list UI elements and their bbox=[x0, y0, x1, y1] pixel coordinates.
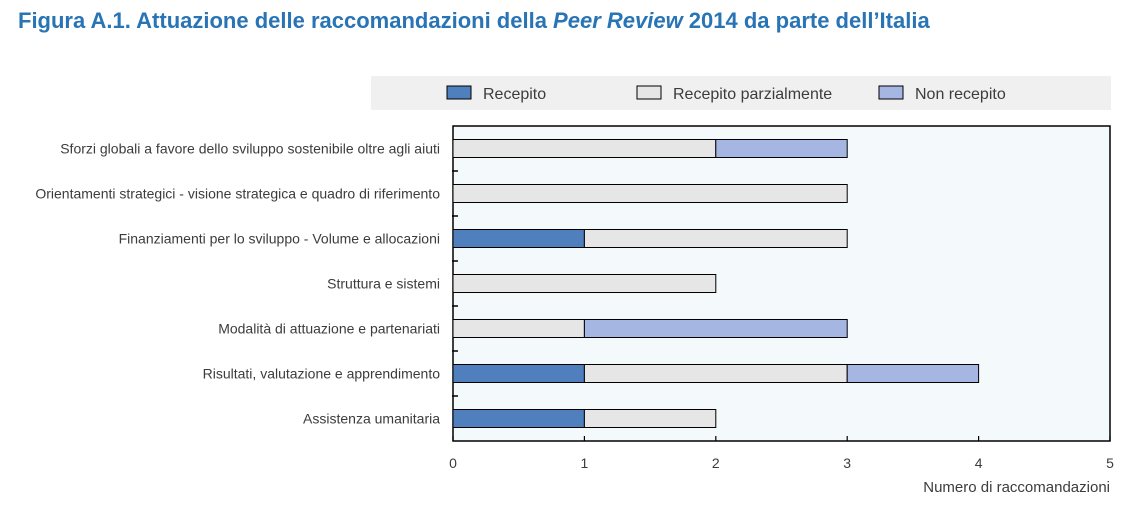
legend-swatch-3 bbox=[878, 85, 904, 100]
bar-segment-1-row-3 bbox=[452, 229, 585, 248]
legend: Recepito Recepito parzialmente Non recepit… bbox=[446, 85, 1006, 103]
bars-group bbox=[452, 139, 980, 428]
legend-label-2: Recepito parzialmente bbox=[673, 86, 832, 103]
chart-title: Figura A.1. Attuazione delle raccomandaz… bbox=[18, 8, 930, 34]
bar-segment-3-row-1 bbox=[715, 139, 848, 158]
legend-label-3: Non recepito bbox=[915, 86, 1006, 103]
bar-segment-2-row-4 bbox=[452, 274, 717, 293]
y-axis-label: Struttura e sistemi bbox=[327, 276, 440, 292]
bar-segment-2-row-2 bbox=[452, 184, 848, 203]
bar-segment-1-row-6 bbox=[452, 364, 585, 383]
bar-segment-3-row-6 bbox=[846, 364, 980, 383]
x-tick-label: 3 bbox=[843, 455, 851, 471]
chart-title-prefix: Figura A.1. Attuazione delle raccomandaz… bbox=[18, 8, 554, 33]
x-tick-label: 4 bbox=[975, 455, 983, 471]
y-axis-label: Finanziamenti per lo sviluppo - Volume e… bbox=[119, 231, 440, 247]
x-tick-label: 1 bbox=[581, 455, 589, 471]
bar-segment-3-row-5 bbox=[583, 319, 848, 338]
x-axis-ticks: 0 1 2 3 4 5 bbox=[449, 436, 1114, 471]
bar-segment-2-row-3 bbox=[583, 229, 848, 248]
legend-swatch-2 bbox=[636, 85, 662, 100]
y-axis-label: Risultati, valutazione e apprendimento bbox=[203, 366, 441, 382]
y-axis-labels: Sforzi globali a favore dello sviluppo s… bbox=[35, 141, 458, 427]
legend-swatch-1 bbox=[446, 85, 472, 100]
bar-segment-2-row-1 bbox=[452, 139, 717, 158]
bar-segment-2-row-7 bbox=[583, 409, 717, 428]
chart-title-suffix: 2014 da parte dell’Italia bbox=[682, 8, 930, 33]
bar-segment-1-row-7 bbox=[452, 409, 585, 428]
bar-segment-2-row-5 bbox=[452, 319, 585, 338]
x-tick-label: 5 bbox=[1106, 455, 1114, 471]
y-axis-label: Sforzi globali a favore dello sviluppo s… bbox=[60, 141, 440, 157]
chart-title-italic: Peer Review bbox=[553, 8, 683, 33]
y-axis-label: Modalità di attuazione e partenariati bbox=[218, 321, 440, 337]
x-axis-title: Numero di raccomandazioni bbox=[923, 479, 1110, 496]
y-axis-label: Orientamenti strategici - visione strate… bbox=[35, 186, 440, 202]
bar-segment-2-row-6 bbox=[583, 364, 848, 383]
y-axis-label: Assistenza umanitaria bbox=[303, 411, 440, 427]
legend-background bbox=[371, 76, 1111, 110]
legend-label-1: Recepito bbox=[483, 86, 546, 103]
x-tick-label: 0 bbox=[449, 455, 457, 471]
x-tick-label: 2 bbox=[712, 455, 720, 471]
